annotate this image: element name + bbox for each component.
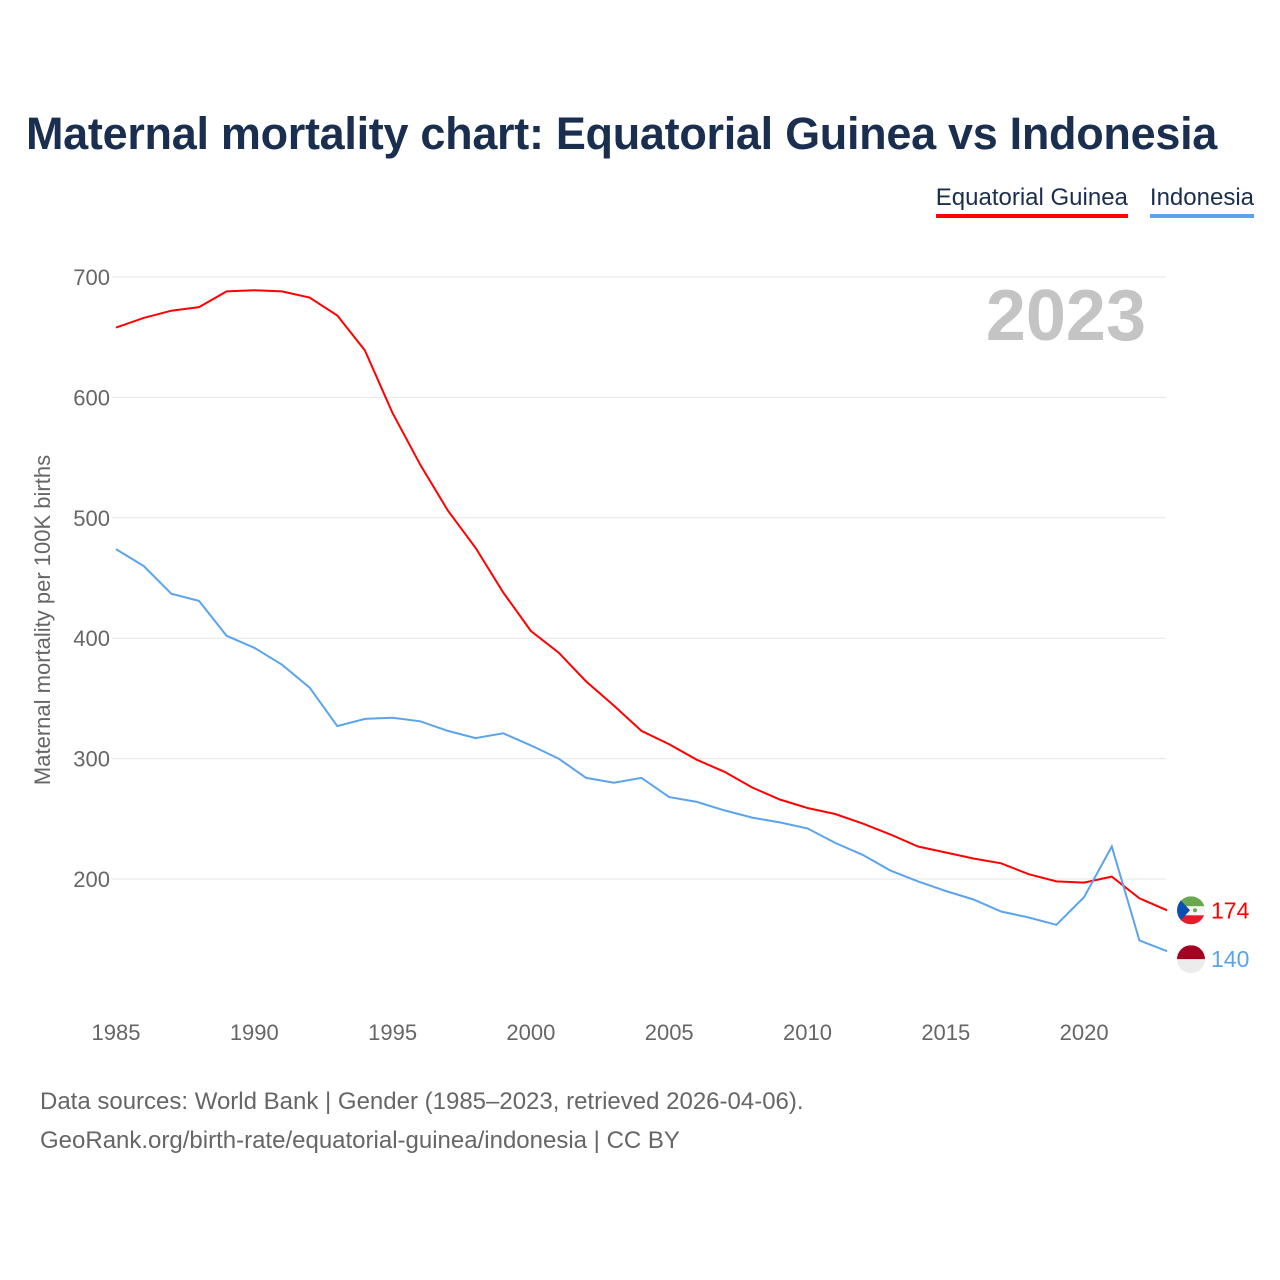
source-line-1: Data sources: World Bank | Gender (1985–… xyxy=(40,1088,804,1115)
legend: Equatorial Guinea Indonesia xyxy=(935,184,1254,218)
flag-indonesia-icon xyxy=(1177,945,1205,974)
x-tick-label: 1985 xyxy=(92,1020,141,1045)
x-tick-label: 1995 xyxy=(368,1020,417,1045)
x-tick-label: 2020 xyxy=(1060,1020,1109,1045)
chart-title: Maternal mortality chart: Equatorial Gui… xyxy=(26,108,1217,159)
flag-equatorial-guinea-icon xyxy=(1177,896,1205,925)
y-tick-label: 600 xyxy=(73,385,110,410)
x-tick-label: 2000 xyxy=(506,1020,555,1045)
x-tick-label: 2015 xyxy=(921,1020,970,1045)
series-line-indonesia xyxy=(115,548,1168,953)
x-tick-label: 1990 xyxy=(230,1020,279,1045)
legend-indonesia[interactable]: Indonesia xyxy=(1149,184,1254,218)
y-tick-label: 500 xyxy=(73,506,110,531)
source-line-2[interactable]: GeoRank.org/birth-rate/equatorial-guinea… xyxy=(40,1127,680,1154)
y-tick-label: 200 xyxy=(73,867,110,892)
legend-equatorial-guinea[interactable]: Equatorial Guinea xyxy=(935,184,1128,218)
x-tick-label: 2005 xyxy=(645,1020,694,1045)
year-label: 2023 xyxy=(986,276,1146,356)
y-tick-label: 300 xyxy=(73,747,110,772)
series-line-equatorial-guinea xyxy=(115,289,1168,912)
end-label-indonesia: 140 xyxy=(1211,946,1249,972)
y-tick-label: 400 xyxy=(73,626,110,651)
x-tick-label: 2010 xyxy=(783,1020,832,1045)
y-axis-label: Maternal mortality per 100K births xyxy=(30,455,55,785)
end-label-equatorial-guinea: 174 xyxy=(1211,897,1250,923)
y-tick-label: 700 xyxy=(73,265,110,290)
